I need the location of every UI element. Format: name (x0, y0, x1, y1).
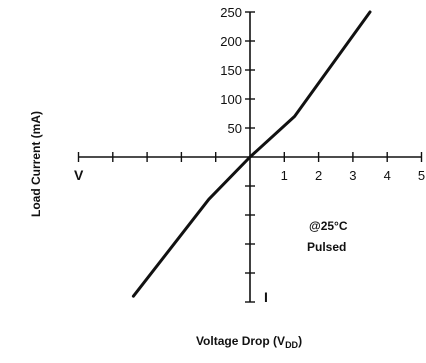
x-axis-title: Voltage Drop (VDD) (196, 334, 302, 350)
x-tick-label: 4 (384, 168, 391, 183)
negative-x-axis-label: V (74, 167, 84, 183)
x-tick-label: 3 (349, 168, 356, 183)
x-axis-title-subscript: DD (285, 340, 298, 350)
x-axis-title-main: Voltage Drop (V (196, 334, 285, 348)
annotation-pulsed: Pulsed (307, 240, 346, 254)
y-tick-label: 100 (220, 92, 242, 107)
annotation-temperature: @25°C (309, 219, 348, 233)
y-tick-label: 250 (220, 5, 242, 20)
y-tick-label: 150 (220, 63, 242, 78)
negative-y-axis-label: I (264, 289, 268, 305)
labels-layer: @25°C Pulsed V I Load Current (mA) Volta… (29, 5, 425, 350)
x-tick-label: 1 (281, 168, 288, 183)
x-axis-title-close: ) (298, 334, 302, 348)
y-axis-title: Load Current (mA) (29, 111, 43, 217)
y-tick-label: 200 (220, 34, 242, 49)
y-tick-label: 50 (228, 121, 242, 136)
series-layer (131, 10, 372, 298)
x-tick-label: 2 (315, 168, 322, 183)
x-tick-label: 5 (418, 168, 425, 183)
series-line (131, 10, 372, 298)
